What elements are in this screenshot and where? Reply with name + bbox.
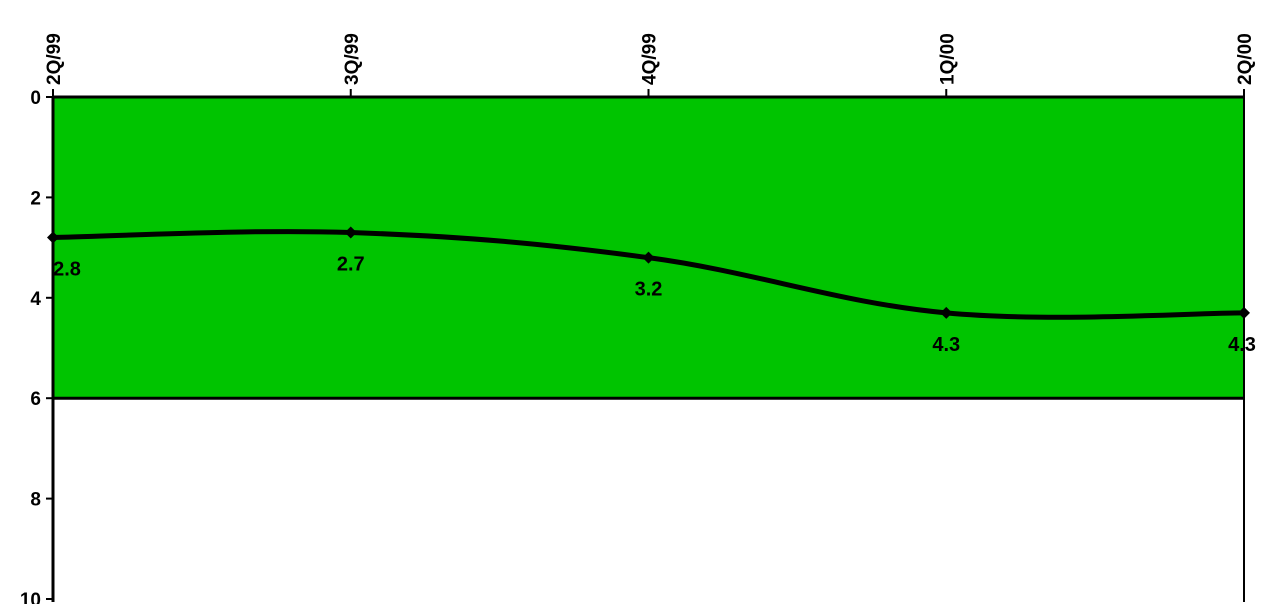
data-point bbox=[940, 306, 953, 319]
data-label: 2.7 bbox=[337, 254, 365, 276]
y-tick-label: 2 bbox=[30, 188, 41, 209]
y-tick-label: 8 bbox=[30, 490, 41, 511]
target-band bbox=[53, 97, 1244, 399]
y-tick-label: 4 bbox=[30, 289, 41, 310]
data-point bbox=[642, 251, 655, 264]
x-tick-label: 2Q/00 bbox=[1235, 33, 1256, 85]
x-tick-label: 4Q/99 bbox=[640, 33, 661, 85]
x-tick-label: 3Q/99 bbox=[342, 33, 363, 85]
data-point bbox=[344, 226, 357, 239]
data-point bbox=[1238, 306, 1250, 319]
y-axis: 0 2 4 6 8 10 bbox=[20, 88, 1245, 604]
data-label: 2.8 bbox=[53, 259, 81, 281]
series-layer: 2.8 2.7 3.2 4.3 4.3 bbox=[47, 226, 1256, 356]
x-tick-label: 1Q/00 bbox=[937, 33, 958, 85]
x-axis: 2Q/99 3Q/99 4Q/99 1Q/00 2Q/00 bbox=[44, 33, 1256, 99]
y-tick-label: 10 bbox=[20, 590, 41, 604]
y-tick-label: 0 bbox=[30, 88, 41, 109]
data-label: 3.2 bbox=[635, 279, 663, 301]
data-label: 4.3 bbox=[932, 334, 960, 356]
data-label: 4.3 bbox=[1228, 334, 1256, 356]
y-tick-label: 6 bbox=[30, 389, 41, 410]
x-tick-label: 2Q/99 bbox=[44, 33, 65, 85]
data-point bbox=[47, 231, 59, 244]
